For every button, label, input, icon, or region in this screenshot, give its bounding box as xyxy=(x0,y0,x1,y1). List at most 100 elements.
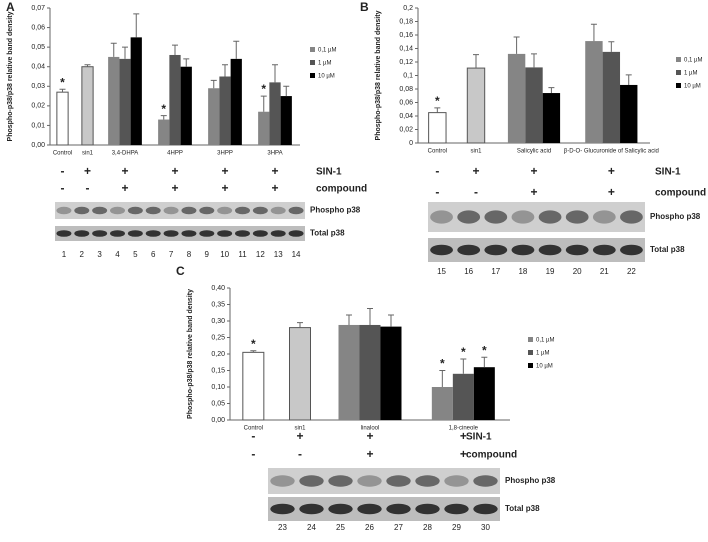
bar xyxy=(507,53,526,143)
blot-band xyxy=(386,503,411,515)
treatment-label: compound xyxy=(316,184,367,195)
error-bar xyxy=(172,44,178,55)
error-bar xyxy=(272,64,278,83)
blot-band xyxy=(92,230,108,237)
bar xyxy=(130,37,142,145)
treatment-mark: + xyxy=(271,164,278,178)
blot-band xyxy=(145,230,161,237)
blot-band xyxy=(620,210,643,224)
legend-label: 1 µM xyxy=(318,61,331,67)
y-tick-label: 0,35 xyxy=(211,301,225,308)
error-bar xyxy=(346,314,352,325)
y-tick-label: 0,08 xyxy=(399,86,413,93)
y-tick-label: 0,2 xyxy=(403,5,413,12)
error-bar xyxy=(160,115,167,120)
y-tick-label: 0,30 xyxy=(211,318,225,325)
blot-band xyxy=(252,206,268,215)
blot-band xyxy=(620,244,643,256)
blot-band xyxy=(163,206,179,215)
y-tick-label: 0,00 xyxy=(31,142,45,149)
y-tick-label: 0,1 xyxy=(403,72,413,79)
lane-number: 15 xyxy=(437,267,446,276)
legend-swatch xyxy=(676,83,681,88)
x-tick-label: 3,4-DHPA xyxy=(112,151,139,157)
x-tick-label: sin1 xyxy=(294,426,306,432)
lane-number: 9 xyxy=(205,250,210,259)
legend-label: 1 µM xyxy=(684,71,697,77)
x-tick-label: Control xyxy=(244,426,263,432)
blot-band xyxy=(386,475,411,487)
treatment-mark: + xyxy=(221,181,228,195)
legend-label: 1 µM xyxy=(536,351,549,357)
x-tick-label: 3HPP xyxy=(217,151,233,157)
blot-strip xyxy=(55,226,305,241)
bar xyxy=(219,76,231,145)
y-tick-label: 0,20 xyxy=(211,351,225,358)
blot-band xyxy=(592,210,616,224)
blot-band xyxy=(511,244,535,256)
x-tick-label: sin1 xyxy=(470,149,482,155)
treatment-mark: + xyxy=(530,185,537,199)
bar xyxy=(208,88,220,145)
blot-band xyxy=(299,503,324,515)
blot-band xyxy=(444,503,469,515)
lane-number: 8 xyxy=(187,250,192,259)
bar xyxy=(81,66,94,146)
legend-swatch xyxy=(528,337,533,342)
blot-band xyxy=(288,230,304,237)
treatment-mark: - xyxy=(61,164,65,178)
error-bar xyxy=(531,53,537,68)
y-tick-label: 0,02 xyxy=(399,126,413,133)
x-tick-label: 1,8-cineole xyxy=(449,426,479,432)
error-bar xyxy=(59,88,66,93)
error-bar xyxy=(608,41,615,52)
blot-band xyxy=(56,206,72,215)
y-tick-label: 0,10 xyxy=(211,384,225,391)
error-bar xyxy=(84,64,91,67)
lane-number: 19 xyxy=(546,267,555,276)
bar xyxy=(452,373,474,420)
y-tick-label: 0,14 xyxy=(399,45,413,52)
lane-number: 5 xyxy=(133,250,138,259)
y-tick-label: 0,00 xyxy=(211,417,225,424)
blot-band xyxy=(415,503,440,515)
blot-band xyxy=(484,210,508,224)
y-tick-label: 0,03 xyxy=(31,83,45,90)
blot-label: Phospho p38 xyxy=(650,212,701,221)
blot-label: Total p38 xyxy=(310,229,345,238)
blot-band xyxy=(127,230,143,237)
treatment-mark: + xyxy=(608,164,615,178)
bar xyxy=(466,67,486,144)
bar xyxy=(230,58,242,146)
y-tick-label: 0,01 xyxy=(31,122,45,129)
treatment-label: SIN-1 xyxy=(655,167,681,178)
treatment-mark: + xyxy=(171,181,178,195)
blot-band xyxy=(235,230,250,237)
treatment-mark: + xyxy=(366,429,373,443)
treatment-mark: + xyxy=(472,164,479,178)
bar xyxy=(280,96,292,145)
y-axis-label: Phospho-p38/p38 relative band density xyxy=(7,11,14,141)
blot-band xyxy=(199,206,215,215)
panel-letter: A xyxy=(6,0,15,14)
lane-number: 30 xyxy=(481,523,490,532)
blot-band xyxy=(217,230,233,237)
legend-swatch xyxy=(310,60,315,65)
blot-band xyxy=(74,206,90,215)
lane-number: 21 xyxy=(600,267,609,276)
blot-band xyxy=(217,206,233,215)
y-tick-label: 0,16 xyxy=(399,32,413,39)
bar xyxy=(542,93,561,143)
blot-band xyxy=(444,475,469,487)
treatment-mark: - xyxy=(251,447,255,461)
treatment-mark: - xyxy=(298,447,302,461)
bar xyxy=(242,351,265,421)
blot-band xyxy=(92,206,108,215)
y-tick-label: 0,25 xyxy=(211,334,225,341)
y-tick-label: 0,06 xyxy=(399,99,413,106)
blot-band xyxy=(457,244,481,256)
bar xyxy=(108,56,120,145)
y-tick-label: 0,02 xyxy=(31,103,45,110)
bar xyxy=(269,82,281,145)
lane-number: 28 xyxy=(423,523,432,532)
